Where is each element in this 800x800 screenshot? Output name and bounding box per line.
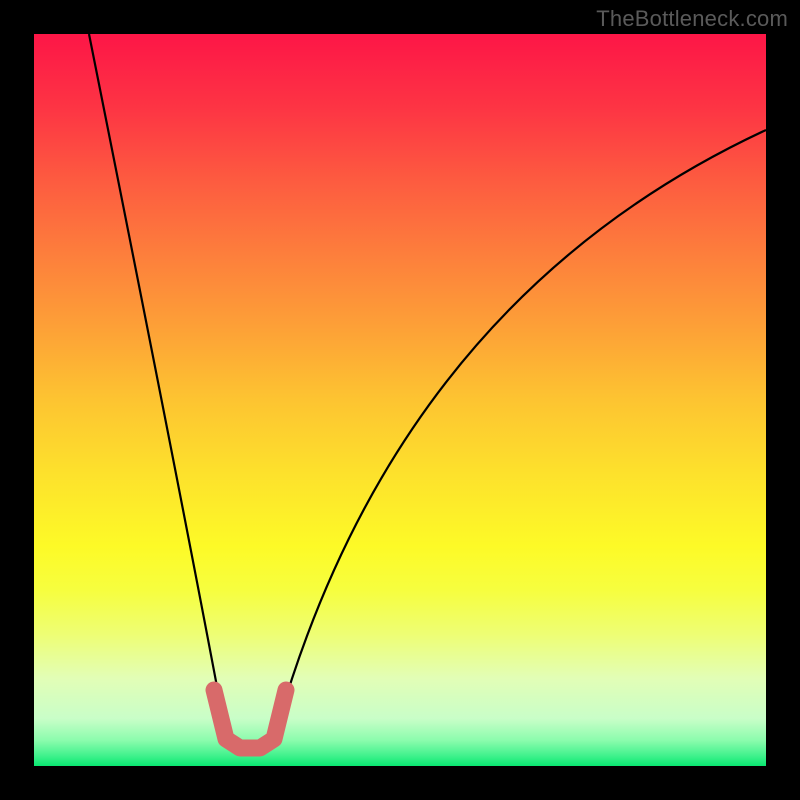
- chart-container: TheBottleneck.com: [0, 0, 800, 800]
- plot-background: [34, 34, 766, 766]
- bottleneck-plot: [0, 0, 800, 800]
- watermark-text: TheBottleneck.com: [596, 6, 788, 32]
